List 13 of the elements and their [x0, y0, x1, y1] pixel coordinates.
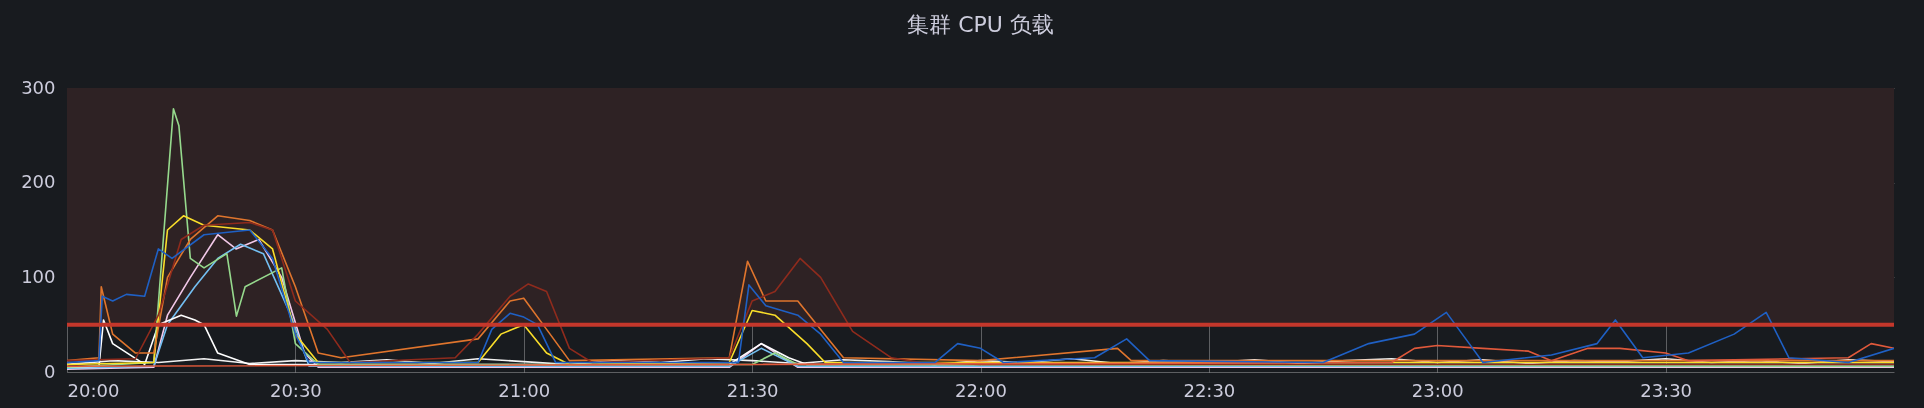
y-tick-label: 100	[21, 265, 56, 287]
x-tick-label: 20:30	[269, 379, 322, 401]
x-tick-label: 22:00	[955, 379, 1007, 401]
x-tick-label: 20:00	[67, 379, 120, 401]
y-tick-label: 200	[21, 171, 56, 193]
y-tick-label: 0	[44, 360, 56, 382]
y-tick-label: 300	[21, 76, 56, 98]
chart-title: 集群 CPU 负载	[907, 12, 1054, 37]
x-tick-label: 21:00	[498, 379, 551, 401]
x-tick-label: 23:00	[1411, 379, 1464, 401]
x-tick-label: 21:30	[726, 379, 779, 401]
x-tick-label: 22:30	[1183, 379, 1236, 401]
x-tick-label: 23:30	[1640, 379, 1693, 401]
